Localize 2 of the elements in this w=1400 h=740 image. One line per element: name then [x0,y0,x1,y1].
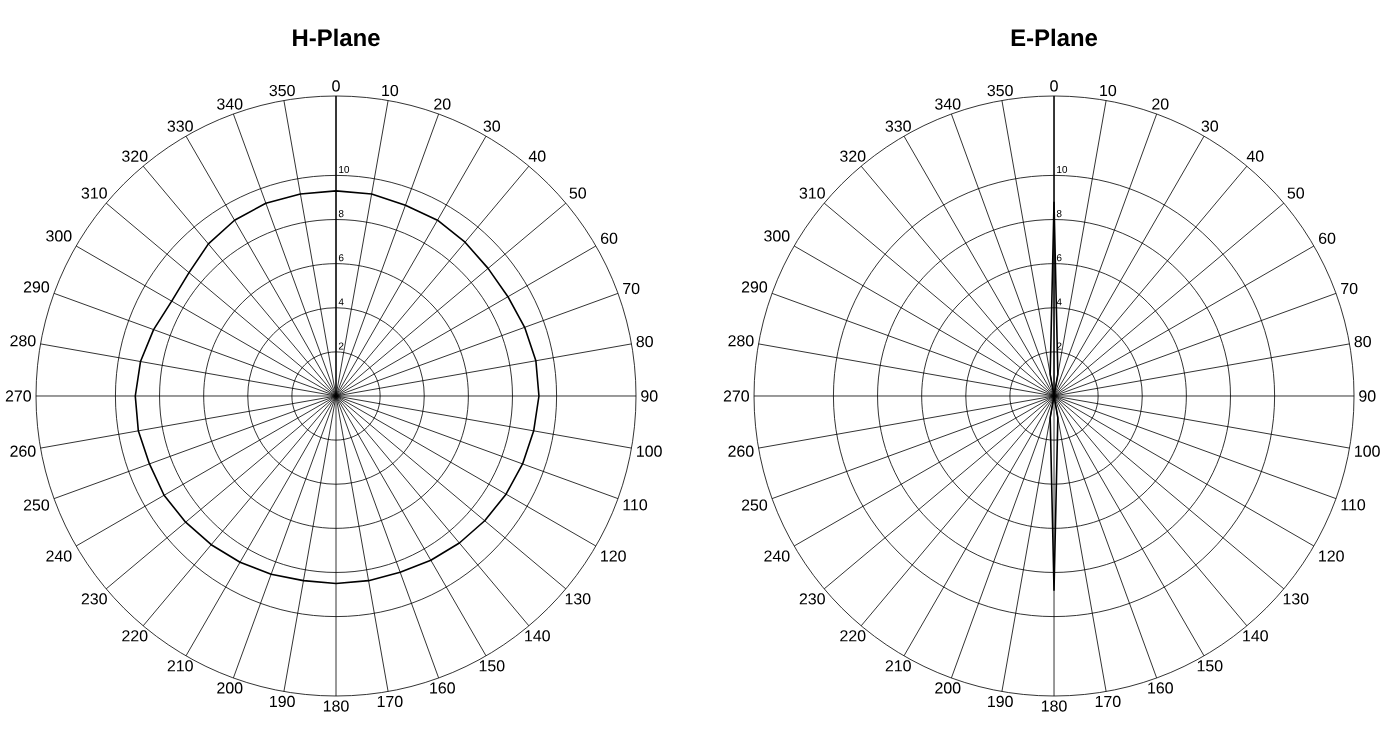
chart-title: E-Plane [1011,28,1098,47]
chart-title: H-Plane [293,28,380,47]
